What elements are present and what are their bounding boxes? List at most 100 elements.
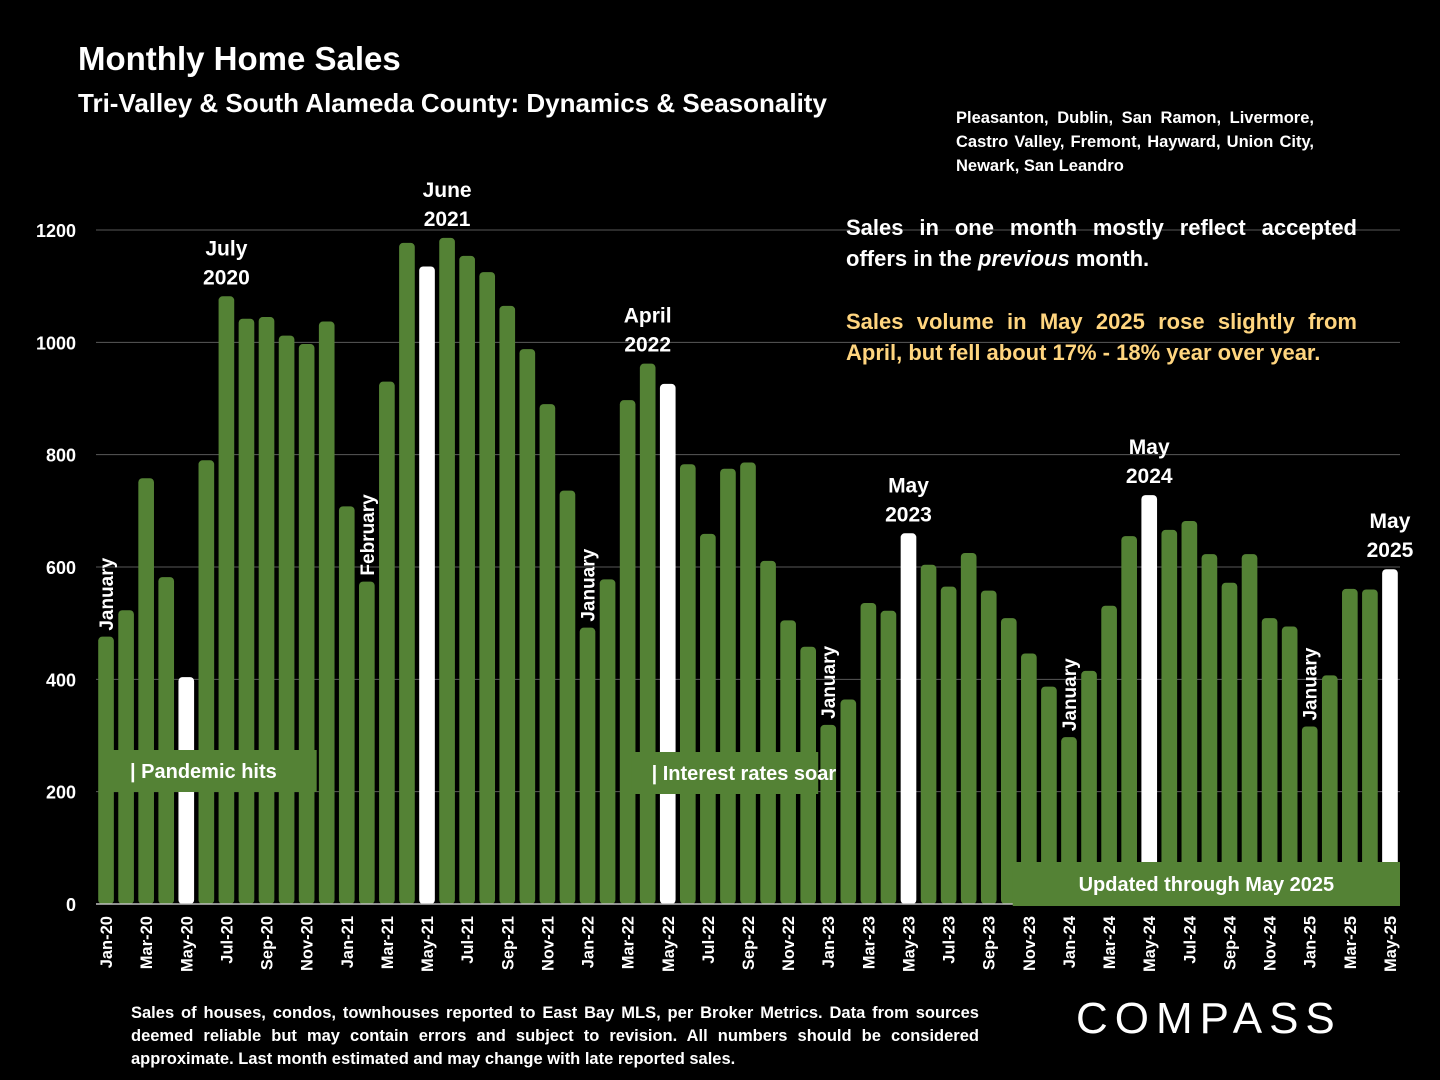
bar-Nov-24 [1261,618,1278,904]
x-tick-label: Mar-24 [1101,915,1119,969]
y-tick-label: 400 [46,670,76,690]
cities-list: Pleasanton, Dublin, San Ramon, Livermore… [956,109,1314,175]
bar-Jul-20 [218,296,235,904]
bar-Aug-24 [1201,554,1218,904]
annotation-Jun-21: 2021 [424,208,471,231]
bar-Mar-20 [138,478,154,904]
bar-Jun-22 [679,464,696,904]
bar-Apr-22 [639,363,656,905]
bar-Mar-21 [379,381,395,904]
bar-Jul-21 [459,255,475,904]
chart-subtitle: Tri-Valley & South Alameda County: Dynam… [78,88,827,118]
note-text-a: Sales in one month mostly reflect accept… [846,215,1357,271]
bars [98,237,1398,905]
bar-Jan-25 [1301,726,1318,904]
bar-May-22 [659,383,676,904]
vertical-label-Feb-21: February [358,494,379,576]
annotation-Jul-20: July [205,237,247,260]
bar-Aug-20 [238,318,255,904]
chart-title: Monthly Home Sales [78,40,401,77]
x-tick-label: Jul-20 [218,916,236,964]
annotation-Apr-22: 2022 [624,334,671,357]
x-tick-label: Sep-21 [499,916,517,970]
bar-May-21 [419,266,435,905]
x-tick-label: Jan-20 [98,916,116,968]
bar-Aug-22 [720,468,736,904]
vertical-label-Jan-25: January [1301,647,1322,720]
bar-Jan-22 [579,627,596,904]
note-accepted-offers: Sales in one month mostly reflect accept… [846,212,1357,274]
y-tick-label: 1200 [36,221,76,241]
bar-Mar-22 [619,400,636,904]
x-tick-label: May-24 [1141,915,1159,972]
bar-Apr-25 [1362,589,1378,904]
bar-Jul-23 [940,586,957,904]
vertical-label-Jan-23: January [819,646,840,719]
bar-Feb-23 [840,699,857,904]
bar-Jan-21 [338,506,355,904]
bar-Oct-21 [519,349,536,904]
bar-Jun-21 [439,237,455,904]
bar-May-25 [1382,569,1398,904]
x-tick-label: Sep-22 [740,916,758,970]
x-tick-label: Jan-25 [1302,916,1320,968]
x-tick-label: Jan-21 [339,916,357,968]
annotations: July 2020 June 2021 April 2022 May 2023 May 2024 M… [203,179,1414,562]
callout-box [631,752,819,794]
x-tick-label: Sep-20 [259,916,277,970]
bar-Sep-22 [740,462,756,904]
bar-Dec-20 [318,321,335,905]
x-tick-label: Nov-22 [780,916,798,971]
callouts: | Pandemic hits | Interest rates soar Upda… [110,750,1400,906]
annotation-May-24: May [1129,436,1170,459]
callout-box [110,750,317,792]
annotation-May-25: 2025 [1367,539,1414,562]
x-tick-label: May-23 [900,916,918,972]
y-tick-label: 0 [66,895,76,915]
x-tick-label: Mar-23 [860,916,878,969]
bar-Feb-21 [359,581,375,904]
callout-box [1012,862,1400,906]
bar-Mar-23 [860,602,877,904]
annotation-May-25: May [1370,510,1411,533]
callout-label: Updated through May 2025 [1079,874,1335,896]
bar-Aug-23 [960,552,977,904]
x-tick-label: Mar-25 [1342,916,1360,969]
x-tick-label: Jan-23 [820,916,838,968]
annotation-Jun-21: June [423,179,472,202]
x-tick-label: Nov-23 [1021,916,1039,971]
bar-Jul-22 [700,533,716,904]
y-tick-label: 1000 [36,333,76,353]
x-tick-label: Nov-20 [299,916,317,971]
bar-Apr-20 [158,577,175,904]
bar-Jun-24 [1161,529,1178,904]
bar-Jul-24 [1181,520,1198,904]
x-tick-label: Mar-20 [138,916,156,969]
x-tick-label: Jul-24 [1181,915,1199,964]
vertical-labels: January February January January January Janu… [97,494,1322,731]
bar-Feb-24 [1081,670,1097,904]
x-tick-label: Jul-21 [459,916,477,964]
x-tick-label: Sep-24 [1221,915,1239,970]
vertical-label-Jan-22: January [579,548,600,621]
bar-Sep-24 [1221,582,1238,904]
annotation-May-24: 2024 [1126,465,1173,488]
callout-label: | Interest rates soar [652,763,837,785]
note-may-2025: Sales volume in May 2025 rose slightly f… [846,309,1357,365]
bar-Oct-23 [1000,618,1017,904]
x-tick-label: May-20 [178,916,196,972]
bar-Jan-20 [98,636,114,904]
x-tick-label: Jan-24 [1061,915,1079,968]
bar-Dec-24 [1281,626,1298,904]
bar-Dec-21 [559,490,576,904]
x-tick-label: May-25 [1382,916,1400,972]
bar-Sep-20 [258,317,275,904]
bar-May-23 [900,533,917,904]
note-text-b: month. [1069,246,1150,271]
bar-Jun-20 [198,460,215,904]
x-tick-label: Jul-23 [941,916,959,964]
x-tick-label: Mar-21 [379,916,397,969]
annotation-Apr-22: April [624,305,672,328]
bar-Oct-20 [278,335,295,904]
annotation-Jul-20: 2020 [203,266,250,289]
